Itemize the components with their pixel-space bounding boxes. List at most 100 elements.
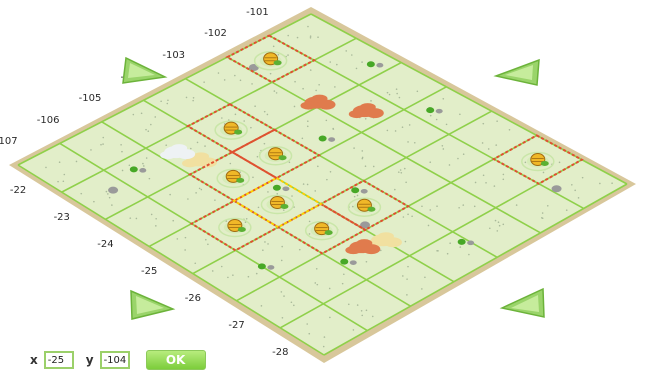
grass-speck xyxy=(252,176,254,179)
rock-icon xyxy=(551,185,562,193)
grass-speck xyxy=(100,143,102,146)
map-tile[interactable] xyxy=(105,196,192,247)
grid-line xyxy=(61,37,357,193)
grass-speck xyxy=(234,74,236,77)
grid-line xyxy=(226,56,541,234)
map-tile[interactable] xyxy=(59,121,146,171)
grass-speck xyxy=(328,287,331,290)
grass-speck xyxy=(398,96,401,99)
grass-speck xyxy=(436,249,438,252)
grass-speck xyxy=(574,189,576,192)
grass-speck xyxy=(356,194,359,197)
grass-speck xyxy=(90,149,92,151)
map-tile[interactable] xyxy=(229,82,317,130)
grass-speck xyxy=(194,262,197,265)
map-tile[interactable] xyxy=(143,78,230,127)
grass-speck xyxy=(165,144,168,147)
grass-speck xyxy=(142,162,144,165)
selected-tile[interactable] xyxy=(232,176,323,229)
grass-speck xyxy=(264,241,266,243)
grass-speck xyxy=(93,200,95,203)
beehive-icon[interactable] xyxy=(218,217,252,238)
grass-speck xyxy=(273,90,276,92)
grass-speck xyxy=(407,141,409,143)
beehive-icon[interactable] xyxy=(304,220,339,241)
highlighted-tile[interactable] xyxy=(225,34,317,84)
grass-speck xyxy=(482,174,485,177)
grass-speck xyxy=(121,150,123,153)
x-label: x xyxy=(30,353,38,367)
map-tile[interactable] xyxy=(149,223,236,274)
highlighted-tile[interactable] xyxy=(230,128,322,180)
grass-speck xyxy=(364,165,367,168)
grass-speck xyxy=(291,195,293,197)
grass-speck xyxy=(611,182,613,184)
arrow-up-right-icon[interactable] xyxy=(493,56,543,88)
grass-speck xyxy=(205,238,207,241)
beehive-icon[interactable] xyxy=(347,197,382,217)
grass-speck xyxy=(508,128,511,131)
grass-speck xyxy=(255,272,258,275)
grass-speck xyxy=(315,89,317,92)
grass-speck xyxy=(166,102,169,105)
grass-speck xyxy=(323,336,326,338)
grass-speck xyxy=(306,183,309,186)
beehive-icon[interactable] xyxy=(253,51,288,71)
highlighted-tile[interactable] xyxy=(189,199,281,252)
arrow-down-left-icon[interactable] xyxy=(128,288,176,322)
grass-speck xyxy=(448,164,451,166)
grass-speck xyxy=(371,315,374,318)
rock-icon xyxy=(267,265,275,270)
grass-speck xyxy=(187,198,189,200)
bush-icon xyxy=(366,61,375,68)
grass-speck xyxy=(267,191,269,193)
grass-speck xyxy=(332,128,335,130)
highlighted-tile[interactable] xyxy=(491,134,584,185)
grass-speck xyxy=(111,204,113,206)
column-label: -23 xyxy=(53,211,70,223)
y-coordinate-input[interactable] xyxy=(99,351,130,369)
ok-button[interactable]: OK xyxy=(145,350,206,370)
grass-speck xyxy=(160,100,162,103)
x-coordinate-input[interactable] xyxy=(43,351,74,369)
highlighted-tile[interactable] xyxy=(276,202,368,255)
highlighted-tile[interactable] xyxy=(185,103,277,154)
grass-speck xyxy=(565,209,568,211)
grass-speck xyxy=(541,217,544,220)
grass-speck xyxy=(184,236,187,239)
highlighted-tile[interactable] xyxy=(318,179,411,232)
grass-speck xyxy=(407,213,409,216)
column-label: -24 xyxy=(97,238,114,250)
grass-speck xyxy=(457,157,459,160)
grass-speck xyxy=(306,323,309,325)
grass-speck xyxy=(287,54,289,56)
map-tile[interactable] xyxy=(101,100,188,149)
grass-speck xyxy=(496,230,499,232)
grass-speck xyxy=(352,205,354,208)
grass-speck xyxy=(243,120,245,122)
map-tile[interactable] xyxy=(61,170,148,220)
beehive-icon[interactable] xyxy=(214,120,248,140)
beehive-icon[interactable] xyxy=(260,194,295,215)
grass-speck xyxy=(192,97,195,99)
highlighted-tile[interactable] xyxy=(187,150,279,202)
arrow-up-left-icon[interactable] xyxy=(120,55,168,87)
beehive-icon[interactable] xyxy=(521,151,555,172)
grass-speck xyxy=(107,193,109,195)
grass-speck xyxy=(395,88,398,90)
cloud-patch xyxy=(160,151,177,160)
coordinate-form: x y OK xyxy=(30,348,206,372)
map-tile[interactable] xyxy=(185,57,273,105)
y-label: y xyxy=(85,353,94,367)
beehive-icon[interactable] xyxy=(258,146,293,166)
map-tile[interactable] xyxy=(18,143,104,193)
beehive-icon[interactable] xyxy=(216,168,250,189)
map-tile[interactable] xyxy=(103,148,190,197)
map-tile[interactable] xyxy=(269,14,357,61)
grass-speck xyxy=(394,188,396,191)
grass-speck xyxy=(214,199,216,201)
grass-speck xyxy=(227,276,229,279)
arrow-down-right-icon[interactable] xyxy=(498,286,548,320)
grass-speck xyxy=(571,183,573,186)
